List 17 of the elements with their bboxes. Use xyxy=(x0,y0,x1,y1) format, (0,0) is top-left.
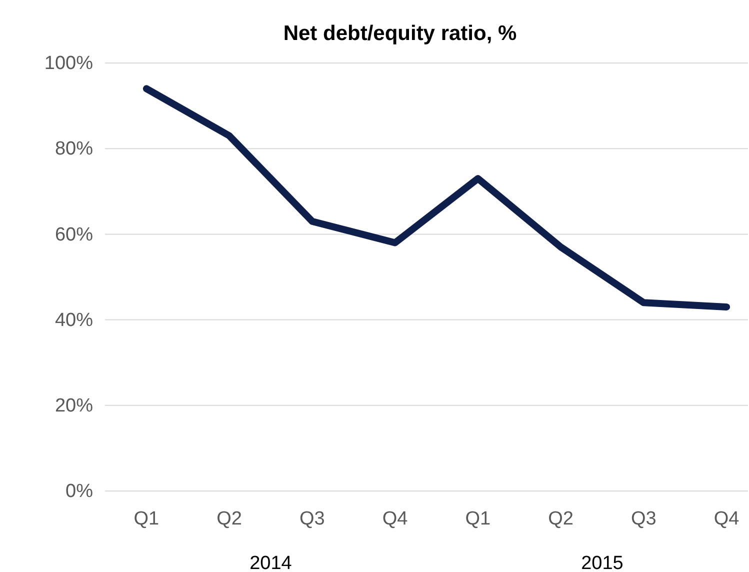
x-tick-label: Q2 xyxy=(216,508,242,530)
text: 2014 xyxy=(250,553,292,572)
y-tick-label: 60% xyxy=(54,224,94,246)
x-tick-label: Q1 xyxy=(134,508,160,530)
text: 2015 xyxy=(581,553,624,572)
x-tick-label: Q3 xyxy=(631,508,656,530)
x-tick-label: Q1 xyxy=(465,508,491,530)
x-tick-label: Q3 xyxy=(300,508,325,530)
y-tick-label: 20% xyxy=(54,395,94,416)
y-tick-label: 80% xyxy=(54,138,94,160)
y-tick-label: 0% xyxy=(66,481,94,502)
chart-title: Net debt/equity ratio, % xyxy=(283,22,518,45)
y-tick-label: 40% xyxy=(54,310,94,331)
x-tick-label: Q4 xyxy=(382,508,408,530)
y-tick-label: 100% xyxy=(44,53,94,74)
x-tick-label: Q2 xyxy=(548,508,574,530)
x-tick-label: Q4 xyxy=(714,508,740,530)
